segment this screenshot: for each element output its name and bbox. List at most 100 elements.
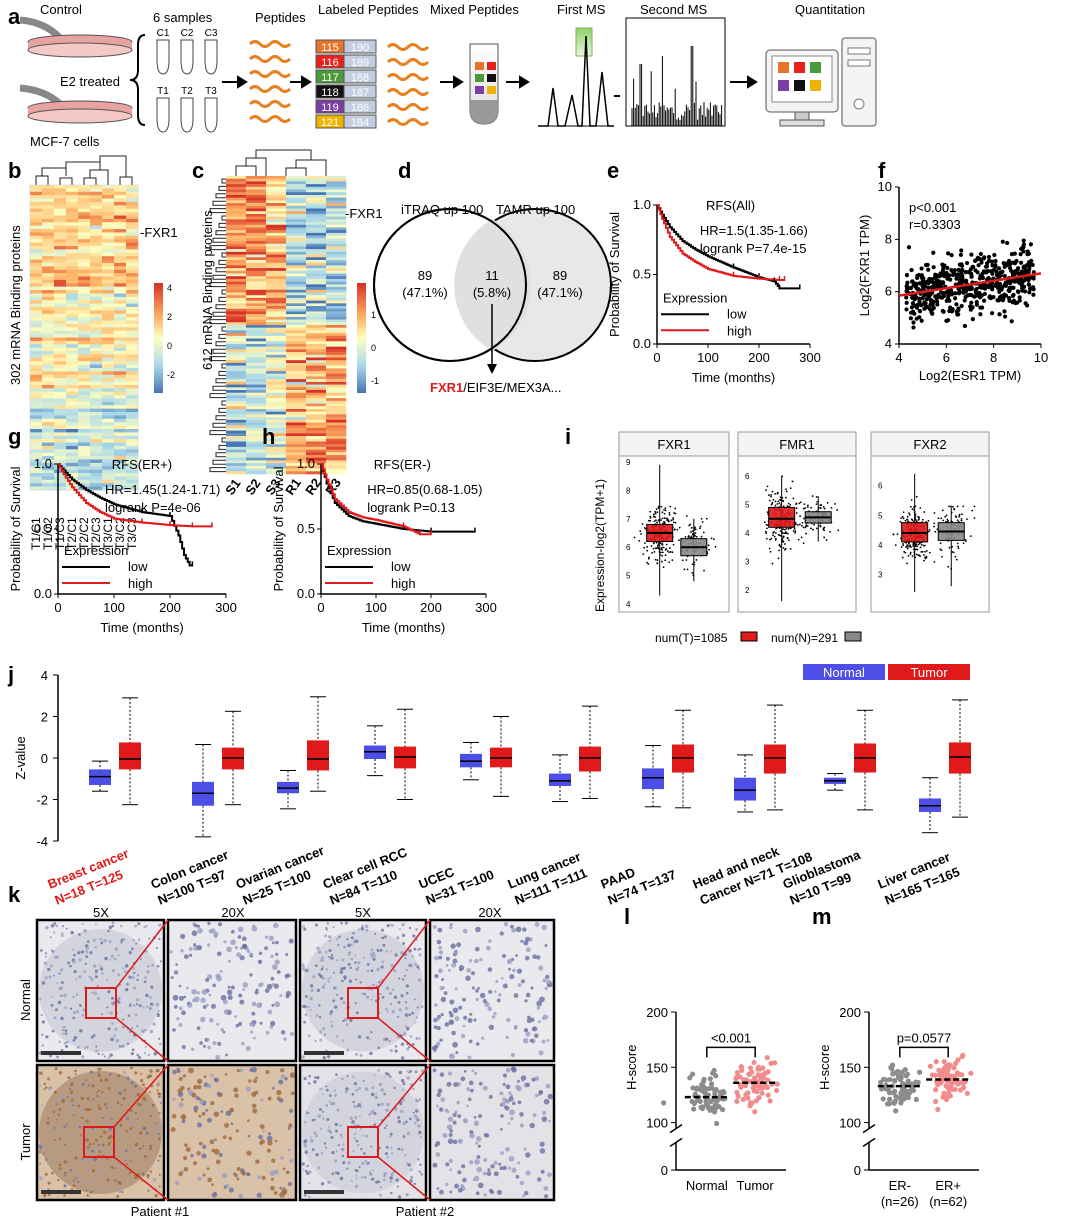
ihc-cell xyxy=(125,1129,128,1133)
ihc-cell xyxy=(92,938,96,942)
expression-point xyxy=(955,516,958,518)
heat-cell xyxy=(326,392,347,396)
ihc-cell xyxy=(47,967,51,972)
heat-cell xyxy=(126,276,139,281)
peptide-icon xyxy=(248,55,292,63)
scatter-point xyxy=(1031,287,1036,292)
dendro-branch xyxy=(212,422,226,428)
scatter-point xyxy=(959,303,964,309)
heat-cell xyxy=(306,371,327,375)
heat-cell xyxy=(286,427,307,431)
venn-gene-rest: /EIF3E/MEX3A... xyxy=(463,380,561,395)
x-tick-label: 6 xyxy=(943,350,950,365)
x-axis-label: Time (months) xyxy=(692,370,775,385)
peptide-icon xyxy=(248,115,292,123)
ihc-cell xyxy=(150,985,154,989)
heat-cell xyxy=(266,216,287,220)
heat-cell xyxy=(246,349,267,353)
heat-cell xyxy=(306,463,327,467)
heat-cell xyxy=(306,406,327,410)
heatmap-b-columns: T1/C1T1/C2T1/C3T2/C1T2/C2T2/C3T3/C1T3/C2… xyxy=(29,517,139,550)
expression-point xyxy=(917,515,920,518)
heat-cell xyxy=(226,422,247,426)
ihc-cell xyxy=(73,970,77,974)
ihc-cell xyxy=(69,1007,73,1010)
heat-cell xyxy=(42,462,55,467)
ihc-cell xyxy=(82,1008,86,1012)
heat-cell xyxy=(286,186,307,190)
ihc-cell xyxy=(343,966,346,970)
ihc-cell xyxy=(208,993,212,997)
scatter-point xyxy=(926,267,931,272)
ihc-frame xyxy=(35,1063,166,1202)
ihc-cell xyxy=(145,1099,148,1102)
ihc-cell xyxy=(401,1078,405,1083)
ihc-cell xyxy=(355,978,358,981)
y-tick-label: 0.0 xyxy=(34,586,52,601)
heat-cell xyxy=(226,238,247,242)
ihc-cell xyxy=(90,1035,94,1039)
heat-cell xyxy=(42,334,55,338)
ihc-cell xyxy=(329,976,332,979)
heat-cell xyxy=(246,297,267,301)
km-title: RFS(ER+) xyxy=(112,457,172,472)
ihc-cell xyxy=(134,1111,137,1115)
x-tick-label: 300 xyxy=(799,350,821,365)
heat-cell xyxy=(246,460,267,464)
expression-point xyxy=(695,535,698,538)
heat-cell xyxy=(66,381,79,386)
heat-cell xyxy=(306,316,327,320)
ihc-cell xyxy=(75,993,79,997)
heat-cell xyxy=(246,468,267,472)
expression-point xyxy=(939,542,942,545)
ihc-cell xyxy=(266,1148,271,1153)
ihc-cell xyxy=(394,1049,398,1053)
heat-cell xyxy=(286,319,307,323)
expression-point xyxy=(703,569,705,572)
heat-cell xyxy=(306,465,327,469)
heat-cell xyxy=(102,218,115,223)
expression-point xyxy=(925,549,928,552)
heat-cell xyxy=(114,384,127,389)
dendro-branch xyxy=(218,222,226,228)
ihc-cell xyxy=(108,925,113,930)
expression-point xyxy=(654,512,657,515)
km-title: RFS(All) xyxy=(706,198,755,213)
heat-cell xyxy=(54,283,67,287)
ihc-cell xyxy=(402,1081,406,1085)
expression-point xyxy=(787,527,790,530)
x-tick-label: 0 xyxy=(54,600,61,615)
ihc-cell xyxy=(70,1098,74,1102)
ihc-cell xyxy=(512,968,516,973)
heat-cell xyxy=(90,273,103,277)
heat-cell xyxy=(54,459,67,464)
heat-cell xyxy=(306,333,327,337)
heat-cell xyxy=(286,468,307,472)
expression-point xyxy=(713,538,715,541)
ihc-cell xyxy=(389,1002,392,1005)
heat-cell xyxy=(226,365,247,369)
expression-point xyxy=(830,506,833,509)
expression-point xyxy=(782,547,785,549)
heat-cell xyxy=(66,198,79,203)
ihc-cell xyxy=(237,935,242,939)
heat-cell xyxy=(226,373,247,377)
heat-cell xyxy=(266,449,287,453)
heat-cell xyxy=(114,327,127,332)
heat-cell xyxy=(326,254,347,258)
heat-cell xyxy=(266,281,287,285)
expression-point xyxy=(956,542,959,545)
scatter-point xyxy=(1023,268,1029,273)
heat-cell xyxy=(78,256,91,260)
expression-point xyxy=(664,554,667,557)
heat-cell xyxy=(102,191,115,196)
heat-cell xyxy=(326,235,347,239)
heat-cell xyxy=(90,300,103,304)
ihc-cell xyxy=(39,1162,42,1165)
ihc-cell xyxy=(143,980,147,984)
ihc-cell xyxy=(54,1008,58,1012)
heat-cell xyxy=(30,435,43,440)
gene-y-tick: 7 xyxy=(626,515,631,524)
ihc-cell xyxy=(207,1177,213,1183)
